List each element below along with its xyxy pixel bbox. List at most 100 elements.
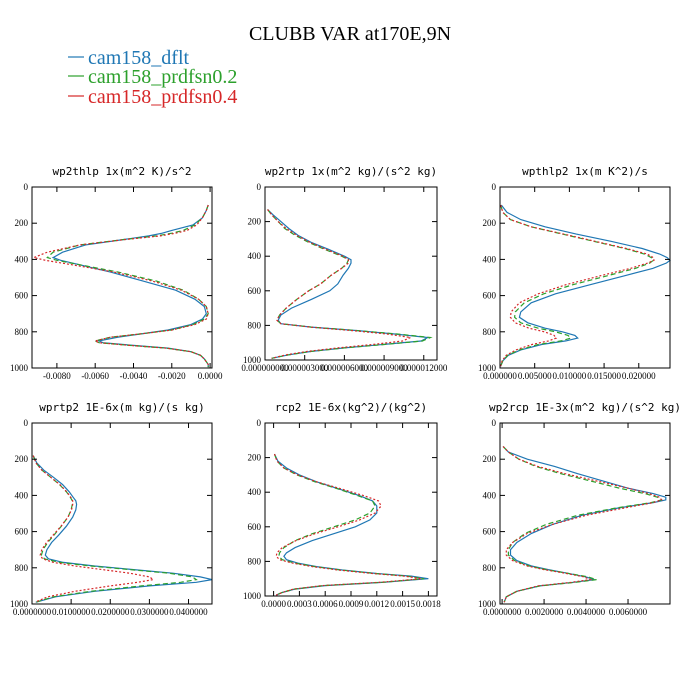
y-tick-label: 200 bbox=[15, 218, 29, 228]
x-tick-label: 0.000003000 bbox=[281, 363, 329, 373]
x-tick-label: 0.0000000 bbox=[483, 607, 522, 617]
y-tick-label: 400 bbox=[15, 490, 29, 500]
chart-panel: wp2rtp 1x(m^2 kg)/(s^2 kg)0 200 400 600 800 1… bbox=[241, 165, 448, 373]
y-tick-label: 0 bbox=[492, 418, 497, 428]
y-tick-label: 400 bbox=[248, 487, 262, 497]
x-tick-label: 0.000012000 bbox=[400, 363, 448, 373]
x-tick-label: -0.0080 bbox=[43, 371, 71, 381]
x-tick-label: 0.0009 bbox=[339, 599, 364, 609]
panel-title: wp2rcp 1E-3x(m^2 kg)/(s^2 kg) bbox=[489, 401, 681, 414]
y-tick-label: 0 bbox=[257, 418, 262, 428]
y-tick-label: 800 bbox=[248, 556, 262, 566]
panel-title: wprtp2 1E-6x(m kg)/(s kg) bbox=[39, 401, 205, 414]
y-tick-label: 800 bbox=[483, 563, 497, 573]
x-tick-label: 0.020000 bbox=[622, 371, 656, 381]
y-tick-label: 400 bbox=[248, 251, 262, 261]
series-line bbox=[31, 204, 209, 368]
x-tick-label: -0.0020 bbox=[158, 371, 186, 381]
y-tick-label: 600 bbox=[15, 527, 29, 537]
x-tick-label: 0.0200000 bbox=[91, 607, 130, 617]
x-tick-label: 0.010000 bbox=[553, 371, 587, 381]
y-tick-label: 0 bbox=[492, 182, 497, 192]
y-tick-label: 1000 bbox=[243, 591, 262, 601]
series-line bbox=[502, 446, 663, 603]
series-line bbox=[46, 204, 209, 368]
x-tick-label: 0.0060000 bbox=[609, 607, 648, 617]
y-tick-label: 600 bbox=[15, 291, 29, 301]
x-tick-label: 0.000000 bbox=[483, 371, 517, 381]
y-tick-label: 1000 bbox=[243, 355, 262, 365]
x-tick-label: 0.0040000 bbox=[567, 607, 606, 617]
x-tick-label: 0.0015 bbox=[390, 599, 415, 609]
series-line bbox=[267, 209, 433, 359]
x-tick-label: 0.015000 bbox=[587, 371, 621, 381]
x-tick-label: 0.000006000 bbox=[321, 363, 369, 373]
y-tick-label: 800 bbox=[248, 320, 262, 330]
legend-item: cam158_prdfsn0.4 bbox=[68, 86, 237, 108]
legend-item: cam158_prdfsn0.2 bbox=[68, 66, 237, 88]
panel-title: wpthlp2 1x(m K^2)/s bbox=[522, 165, 648, 178]
panel-title: rcp2 1E-6x(kg^2)/(kg^2) bbox=[275, 401, 427, 414]
y-tick-label: 600 bbox=[248, 522, 262, 532]
series-line bbox=[32, 455, 198, 603]
series-line bbox=[500, 204, 655, 367]
chart-panel: rcp2 1E-6x(kg^2)/(kg^2) 0 200 400 600 800 1000… bbox=[243, 401, 441, 609]
y-tick-label: 400 bbox=[483, 254, 497, 264]
plot-frame bbox=[264, 186, 438, 361]
panels: wp2thlp 1x(m^2 K)/s^2 0 200 400 600 800 1000 -0… bbox=[10, 165, 681, 617]
x-tick-label: 0.0000 bbox=[261, 599, 286, 609]
x-tick-label: 0.0300000 bbox=[130, 607, 169, 617]
x-tick-label: 0.0006 bbox=[313, 599, 338, 609]
chart-panel: wp2thlp 1x(m^2 K)/s^2 0 200 400 600 800 1000 -0… bbox=[10, 165, 223, 381]
y-tick-label: 400 bbox=[483, 490, 497, 500]
series-line bbox=[502, 446, 664, 603]
x-tick-label: 0.0100000 bbox=[52, 607, 91, 617]
y-tick-label: 200 bbox=[248, 453, 262, 463]
series-line bbox=[273, 453, 422, 596]
x-tick-label: 0.0020000 bbox=[525, 607, 564, 617]
series-line bbox=[273, 453, 425, 596]
plot-frame bbox=[499, 422, 671, 605]
series-line bbox=[500, 204, 655, 367]
x-tick-label: -0.0060 bbox=[81, 371, 109, 381]
plot-frame bbox=[31, 422, 213, 605]
legend-label: cam158_prdfsn0.2 bbox=[88, 66, 237, 88]
x-tick-label: 0.0400000 bbox=[169, 607, 208, 617]
series-line bbox=[500, 204, 671, 367]
x-tick-label: 0.005000 bbox=[518, 371, 552, 381]
series-line bbox=[32, 455, 213, 603]
y-tick-label: 0 bbox=[24, 418, 29, 428]
plot-frame bbox=[31, 186, 213, 369]
y-tick-label: 600 bbox=[248, 286, 262, 296]
y-tick-label: 400 bbox=[15, 254, 29, 264]
x-tick-label: 0.0000000 bbox=[13, 607, 52, 617]
chart-panel: wp2rcp 1E-3x(m^2 kg)/(s^2 kg) 0 200 400 600 8… bbox=[478, 401, 681, 617]
y-tick-label: 1000 bbox=[10, 363, 29, 373]
y-tick-label: 200 bbox=[483, 454, 497, 464]
x-tick-label: 0.0018 bbox=[416, 599, 441, 609]
x-tick-label: 0.0003 bbox=[287, 599, 312, 609]
chart-panel: wprtp2 1E-6x(m kg)/(s kg) 0 200 400 600 800 10… bbox=[10, 401, 213, 617]
y-tick-label: 1000 bbox=[10, 599, 29, 609]
chart-panel: wpthlp2 1x(m K^2)/s020040060080010000.00… bbox=[478, 165, 671, 381]
y-tick-label: 200 bbox=[483, 218, 497, 228]
y-tick-label: 0 bbox=[24, 182, 29, 192]
series-line bbox=[502, 446, 667, 603]
y-tick-label: 200 bbox=[15, 454, 29, 464]
y-tick-label: 600 bbox=[483, 291, 497, 301]
y-tick-label: 800 bbox=[483, 327, 497, 337]
y-tick-label: 600 bbox=[483, 527, 497, 537]
figure-title: CLUBB VAR at170E,9N bbox=[249, 23, 451, 45]
y-tick-label: 1000 bbox=[478, 599, 497, 609]
plot-frame bbox=[264, 422, 438, 597]
x-tick-label: 0.0012 bbox=[364, 599, 389, 609]
panel-title: wp2rtp 1x(m^2 kg)/(s^2 kg) bbox=[265, 165, 437, 178]
x-tick-label: 0.000009000 bbox=[360, 363, 408, 373]
y-tick-label: 800 bbox=[15, 563, 29, 573]
legend-label: cam158_dflt bbox=[88, 47, 190, 69]
y-tick-label: 800 bbox=[15, 327, 29, 337]
legend-label: cam158_prdfsn0.4 bbox=[88, 86, 237, 108]
y-tick-label: 0 bbox=[257, 182, 262, 192]
x-tick-label: 0.0000 bbox=[198, 371, 223, 381]
